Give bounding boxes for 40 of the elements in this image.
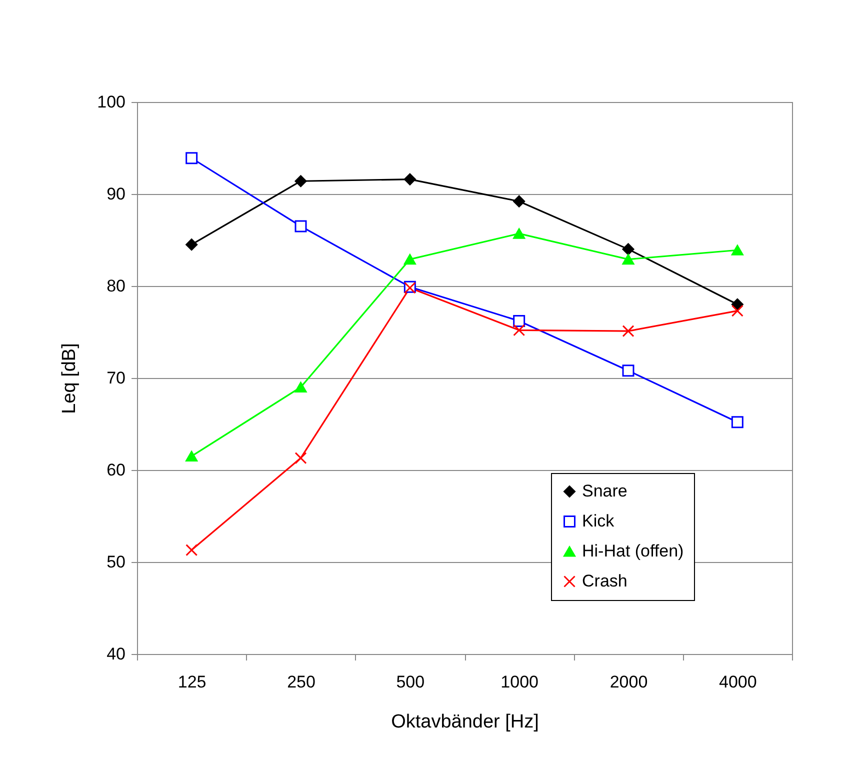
point <box>294 220 307 232</box>
point <box>186 238 198 251</box>
point <box>513 195 526 208</box>
point <box>731 304 744 317</box>
point <box>731 244 744 256</box>
x-tick-label: 125 <box>178 672 206 692</box>
x-tick-label: 2000 <box>610 672 648 692</box>
x-axis-title: Oktavbänder [Hz] <box>391 712 539 732</box>
legend-label: Snare <box>582 482 628 500</box>
point <box>622 254 634 265</box>
y-tick-label: 40 <box>106 644 126 664</box>
y-tick-label: 80 <box>106 276 126 296</box>
x-tick-label: 4000 <box>719 672 757 692</box>
x-tick-label: 1000 <box>500 672 538 692</box>
y-tick-label: 90 <box>106 184 126 204</box>
y-tick-label: 60 <box>106 460 126 480</box>
point <box>513 314 526 327</box>
point <box>513 228 526 239</box>
point <box>186 544 198 556</box>
point <box>622 325 634 338</box>
point <box>404 173 416 186</box>
point <box>731 416 744 428</box>
point <box>186 450 198 462</box>
y-tick-label: 100 <box>97 92 126 112</box>
x-tick-label: 250 <box>287 672 316 692</box>
legend-label: Crash <box>582 572 628 590</box>
point <box>186 152 198 164</box>
point <box>404 254 416 265</box>
legend-label: Kick <box>582 512 615 530</box>
point <box>513 324 526 336</box>
y-axis-title: Leq [dB] <box>59 343 80 414</box>
x-tick-label: 500 <box>396 672 425 692</box>
point <box>294 382 307 392</box>
point <box>294 175 307 188</box>
y-tick-label: 70 <box>106 368 126 388</box>
point <box>294 452 307 464</box>
legend-label: Hi-Hat (offen) <box>582 542 684 560</box>
y-tick-label: 50 <box>106 552 126 572</box>
point <box>622 243 634 256</box>
point <box>622 364 634 377</box>
